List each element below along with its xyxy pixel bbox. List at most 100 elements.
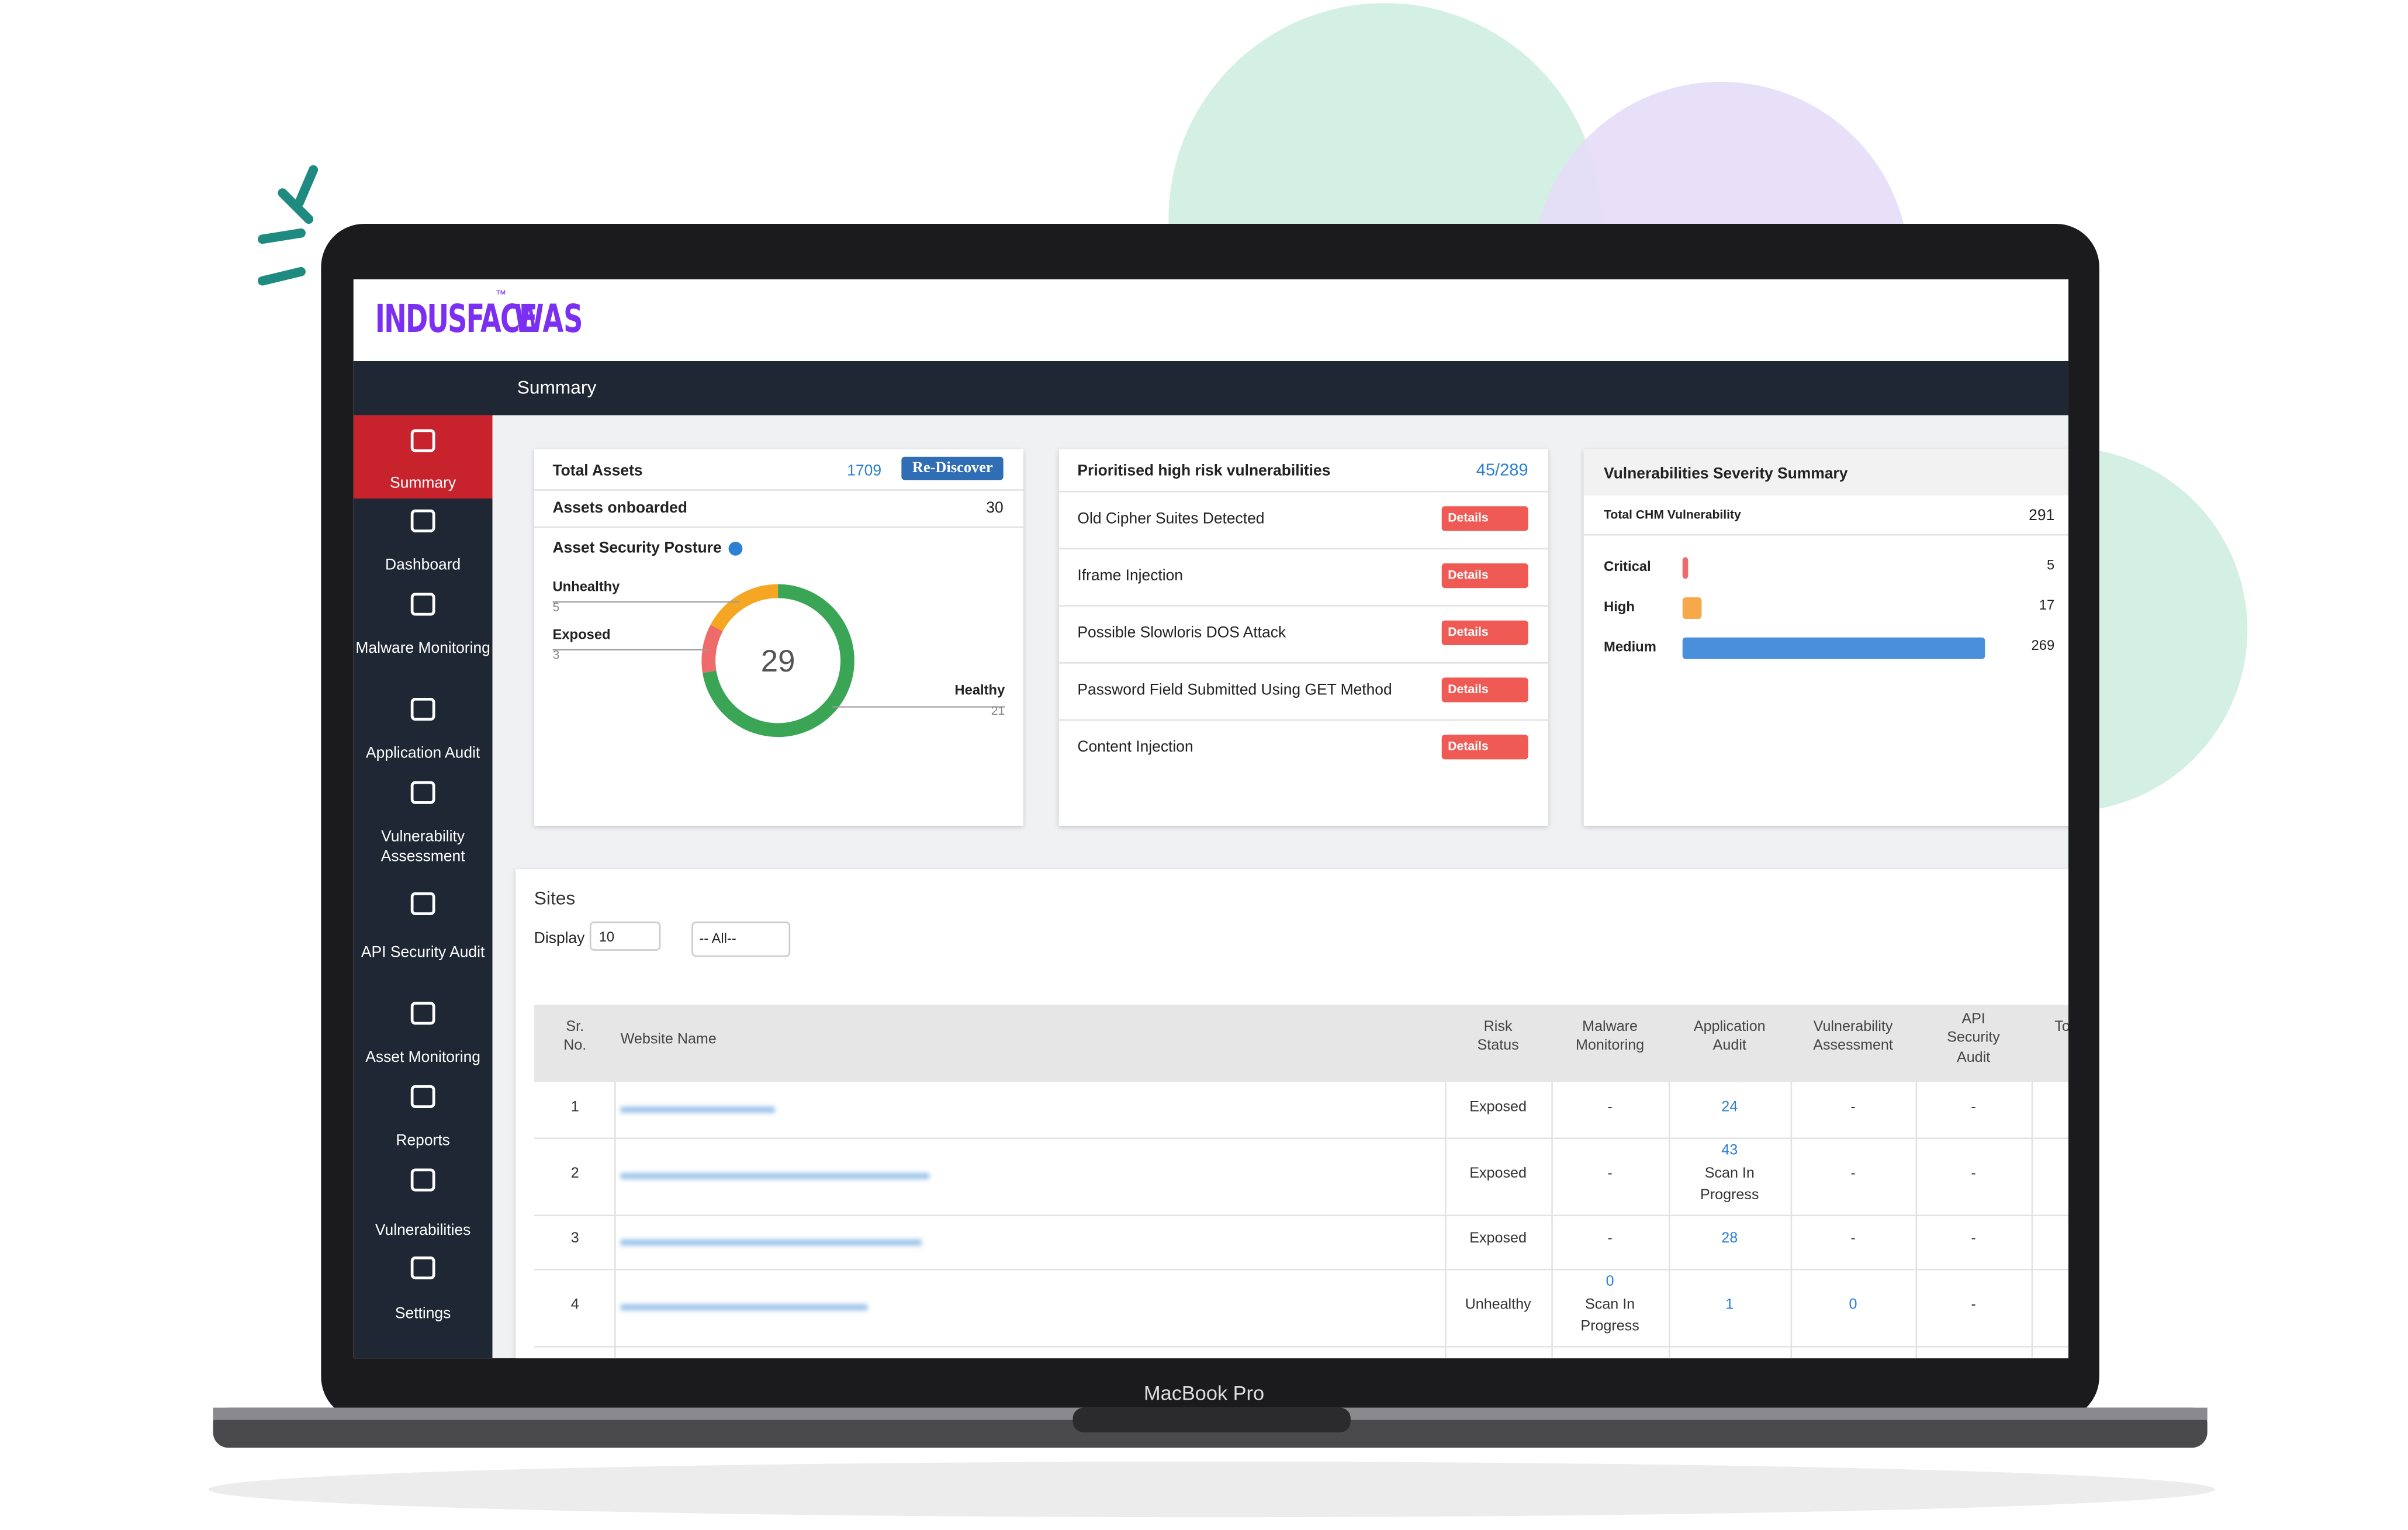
severity-bar [1682, 557, 1689, 579]
severity-value: 17 [2039, 597, 2055, 613]
vuln-name: Iframe Injection [1077, 567, 1184, 585]
details-button[interactable]: Details [1441, 620, 1528, 646]
details-button[interactable]: Details [1441, 506, 1528, 532]
nav-icon [410, 509, 435, 532]
cell: 28 [1721, 1230, 1738, 1248]
logo: INDUSFACE [375, 296, 538, 341]
donut-center: 29 [761, 644, 795, 679]
column-header: Website Name [620, 1031, 717, 1048]
cell: Exposed [1469, 1098, 1527, 1116]
nav-item[interactable]: Reports [396, 1133, 450, 1150]
table-header [534, 1005, 2068, 1082]
screen: INDUSFACE ™ WAS Summary Summary Dashboard… [353, 279, 2068, 1359]
nav-icon [410, 1256, 435, 1280]
nav-active [353, 415, 493, 499]
nav-item[interactable]: Dashboard [385, 557, 461, 574]
posture-value: 5 [552, 600, 560, 615]
column-header: Tota [2054, 1019, 2068, 1036]
column-rule [1915, 1082, 1918, 1359]
icon-shape [410, 593, 435, 616]
vuln-name: Old Cipher Suites Detected [1077, 511, 1265, 528]
vuln-name: Possible Slowloris DOS Attack [1077, 625, 1286, 642]
vulns-card: Prioritised high risk vulnerabilities 45/… [1058, 449, 1548, 826]
divider [1583, 534, 2068, 536]
onboarded-label: Assets onboarded [552, 500, 687, 517]
logo-tm: ™ [495, 290, 507, 302]
severity-name: Critical [1604, 559, 1651, 574]
column-header: API Security Audit [1947, 1010, 2000, 1067]
vulns-count: 45/289 [1476, 461, 1528, 480]
cell: - [1971, 1165, 1976, 1182]
page-size-select[interactable]: 10 [589, 921, 661, 951]
cell: Exposed [1469, 1165, 1527, 1182]
nav-icon [410, 1168, 435, 1192]
severity-name: High [1604, 598, 1635, 615]
cell: Progress [1700, 1187, 1759, 1204]
severity-card: Vulnerabilities Severity Summary Total CH… [1583, 449, 2068, 826]
nav-item[interactable]: Vulnerabilities [375, 1222, 471, 1240]
posture-title: Asset Security Posture [552, 540, 722, 558]
cell: 1 [570, 1098, 579, 1116]
cell: 4 [570, 1296, 579, 1313]
laptop-label: MacBook Pro [1144, 1381, 1265, 1405]
nav-item[interactable]: Settings [395, 1306, 451, 1323]
severity-bar [1682, 637, 1985, 659]
divider [1058, 719, 1548, 721]
column-rule [1445, 1082, 1447, 1359]
row-rule [534, 1214, 2068, 1217]
icon-shape [410, 1085, 435, 1108]
donut-segment [703, 584, 854, 738]
nav-item[interactable]: Malware Monitoring [355, 641, 490, 658]
nav-item[interactable]: API Security Audit [361, 944, 485, 962]
icon-shape [410, 1168, 435, 1192]
column-rule [1551, 1082, 1553, 1359]
cell: 24 [1721, 1098, 1738, 1116]
nav-item[interactable]: Vulnerability Assessment [380, 829, 465, 866]
nav-item[interactable]: Asset Monitoring [365, 1049, 480, 1067]
cell: 0 [1849, 1296, 1857, 1313]
filter-select[interactable]: -- All-- [691, 921, 791, 957]
details-button[interactable]: Details [1441, 563, 1528, 589]
assets-card: Total Assets 1709 Re-Discover Assets onboar… [534, 449, 1024, 826]
rediscover-button[interactable]: Re-Discover [901, 456, 1004, 480]
cell: - [1850, 1165, 1856, 1182]
nav-item[interactable]: Application Audit [365, 745, 480, 763]
cell: Progress [1580, 1318, 1639, 1336]
onboarded: 30 [986, 500, 1004, 517]
icon-shape [410, 509, 435, 532]
nav-icon [410, 1085, 435, 1108]
row-rule [534, 1268, 2068, 1271]
severity-value: 269 [2031, 637, 2055, 653]
cell: 43 [1721, 1142, 1738, 1159]
cell: - [1850, 1230, 1856, 1248]
cell: Unhealthy [1465, 1296, 1531, 1313]
nav-item[interactable]: Summary [390, 475, 456, 493]
details-button[interactable]: Details [1441, 677, 1528, 703]
column-header: Vulnerability Assessment [1813, 1019, 1893, 1055]
nav-icon [410, 429, 435, 452]
posture-label: Healthy [954, 682, 1005, 698]
column-header: Sr. No. [563, 1019, 587, 1055]
cell: - [1971, 1296, 1976, 1313]
total-assets: 1709 [847, 463, 882, 480]
column-header: Risk Status [1477, 1019, 1519, 1055]
icon-shape [410, 698, 435, 721]
row-rule [534, 1345, 2068, 1348]
divider [1058, 605, 1548, 607]
cell: 1 [1725, 1296, 1734, 1313]
cell: Exposed [1469, 1230, 1527, 1248]
details-button[interactable]: Details [1441, 735, 1528, 760]
nav-icon [410, 593, 435, 616]
donut-segment [710, 584, 779, 632]
severity-title: Vulnerabilities Severity Summary [1604, 466, 1848, 483]
column-rule [2031, 1082, 2033, 1359]
row-rule [534, 1137, 2068, 1140]
nav-icon [410, 781, 435, 804]
icon-shape [410, 892, 435, 915]
cell: 2 [570, 1165, 579, 1182]
posture-value: 3 [552, 648, 560, 663]
cell: - [1850, 1098, 1856, 1116]
cell: - [1607, 1098, 1613, 1116]
nav-icon [410, 698, 435, 721]
divider [534, 526, 1024, 528]
